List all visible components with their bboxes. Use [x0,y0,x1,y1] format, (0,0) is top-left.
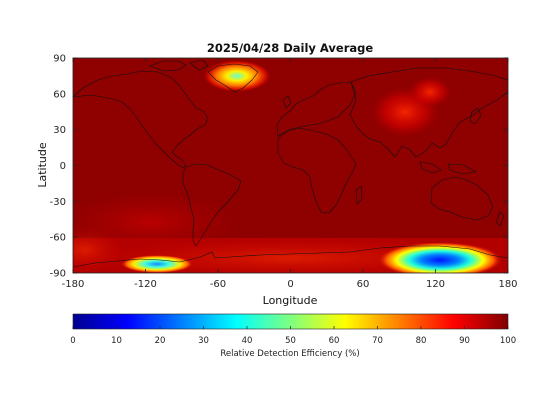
colorbar-tick-label: 80 [416,336,427,346]
colorbar-tick-label: 90 [459,336,470,346]
arctic-islands-coast [149,59,209,72]
central-asia-region [408,76,452,108]
asia-coast [349,67,508,158]
colorbar-tick-label: 100 [500,336,516,346]
y-axis-ticks: 90 60 30 0 -30 -60 -90 [50,54,508,280]
colorbar-tick-label: 20 [155,336,166,346]
colorbar-label: Relative Detection Efficiency (%) [220,349,359,359]
colorbar-ticks: 0 10 20 30 40 50 60 70 80 90 100 [70,326,516,346]
x-tick-label: 60 [357,279,370,290]
europe-coast [276,81,357,137]
colorbar-tick-label: 60 [329,336,340,346]
chart-title: 2025/04/28 Daily Average [207,41,374,55]
africa-coast [277,127,357,214]
y-tick-label: 90 [53,54,66,65]
x-tick-label: -60 [210,279,226,290]
y-tick-label: -60 [50,233,66,244]
west-antarctica-region [121,255,193,273]
x-axis-label: Longitude [263,294,318,307]
x-tick-label: 0 [287,279,293,290]
y-tick-label: 0 [60,161,66,172]
x-axis-ticks: -180 -120 -60 0 60 120 180 [62,58,518,290]
colorbar-tick-label: 30 [198,336,209,346]
indonesia-coast [419,161,477,175]
y-tick-label: 60 [53,89,66,100]
colorbar-tick-label: 10 [111,336,122,346]
y-axis-label: Latitude [36,142,49,188]
japan-coast [469,107,482,125]
madagascar-coast [355,185,363,205]
colorbar-tick-label: 40 [242,336,253,346]
x-tick-label: 180 [498,279,517,290]
x-tick-label: -180 [62,279,85,290]
british-isles-coast [282,95,292,109]
new-zealand-coast [495,211,505,227]
north-america-coast [73,70,209,169]
colorbar-tick-label: 0 [70,336,75,346]
colorbar-tick-label: 70 [372,336,383,346]
y-tick-label: 30 [53,125,66,136]
x-tick-label: 120 [426,279,445,290]
antarctica-coast [73,245,508,268]
south-america-coast [182,163,242,247]
australia-coast [430,176,494,221]
colorbar-tick-label: 50 [285,336,296,346]
east-antarctica-region [378,242,502,273]
y-tick-label: -90 [50,269,66,280]
heatmap-field [73,58,508,273]
coastlines [73,59,508,268]
y-tick-label: -30 [50,197,66,208]
x-tick-label: -120 [134,279,157,290]
greenland-region [203,60,271,92]
greenland-coast [207,63,259,93]
